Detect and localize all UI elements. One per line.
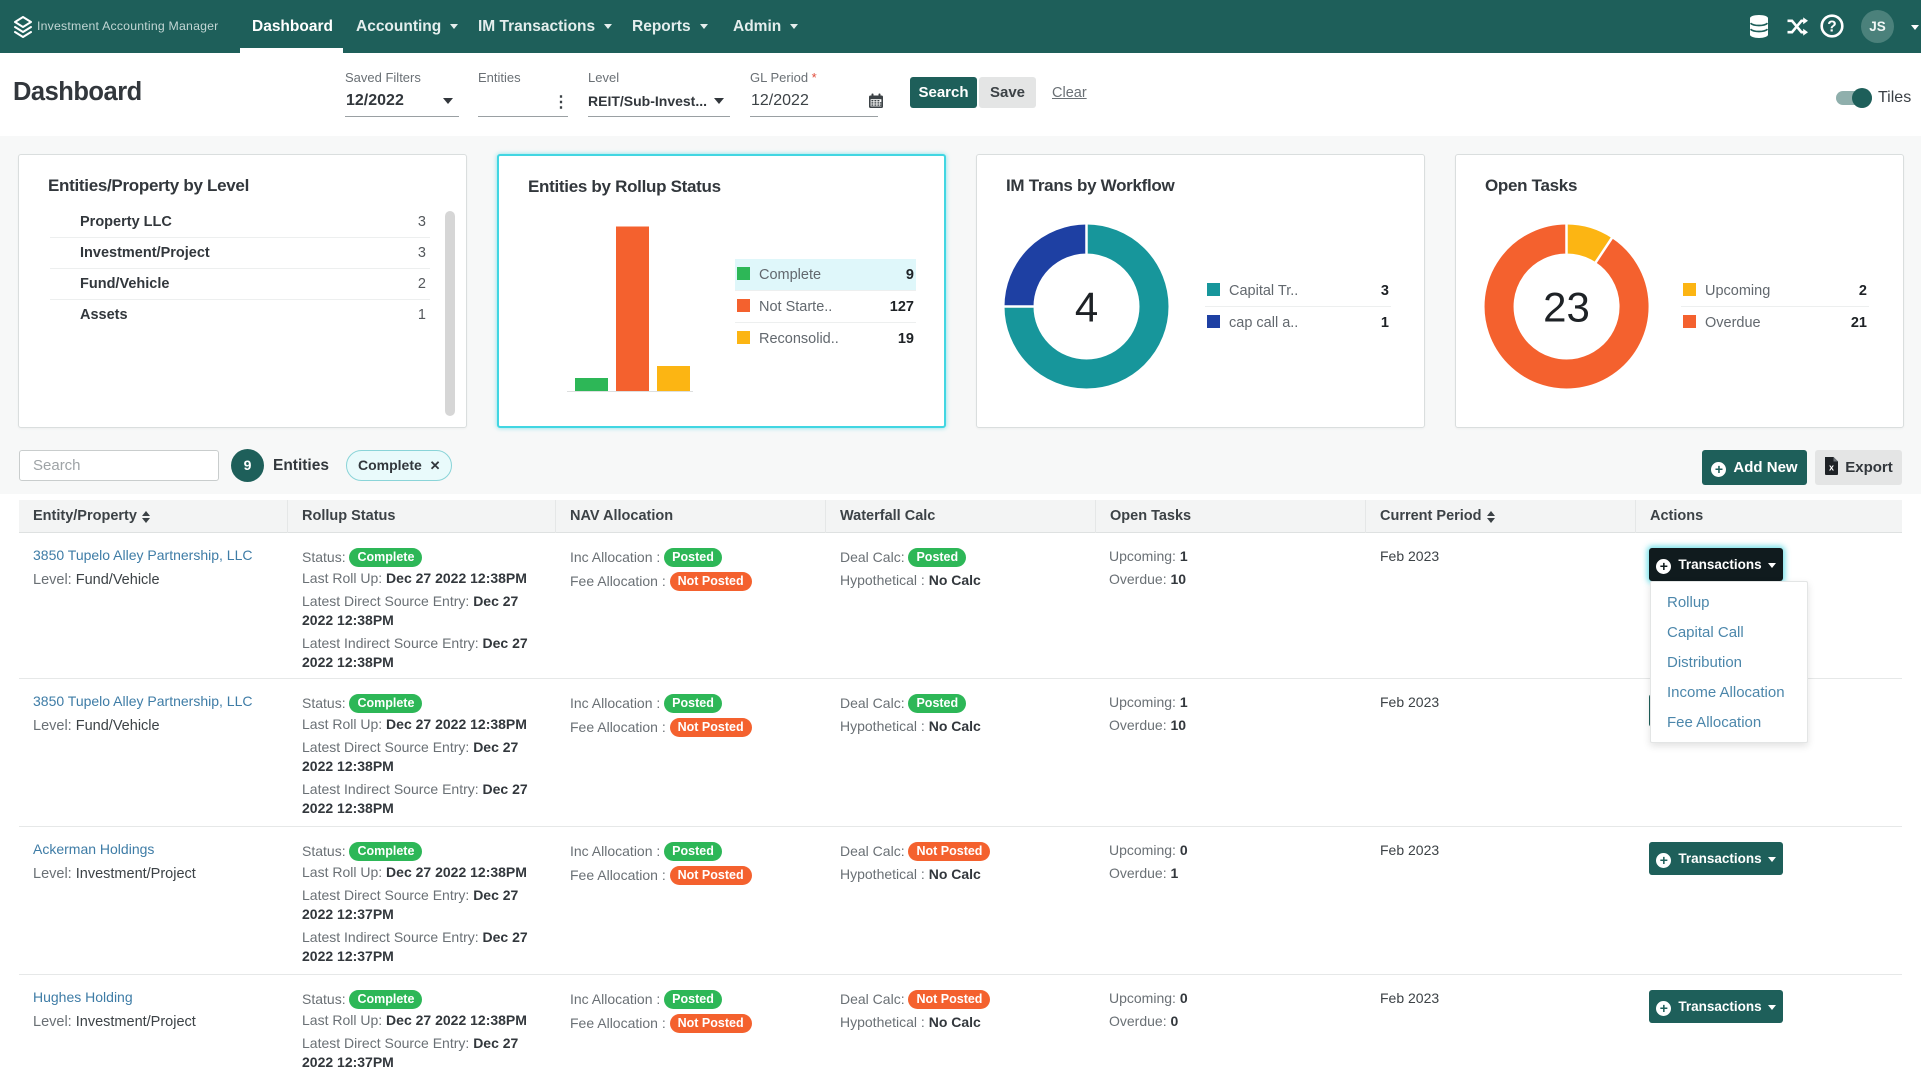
svg-text:23: 23 xyxy=(1543,284,1590,331)
svg-text:x: x xyxy=(1829,463,1834,473)
svg-text:?: ? xyxy=(1827,19,1836,36)
svg-text:4: 4 xyxy=(1075,284,1098,331)
